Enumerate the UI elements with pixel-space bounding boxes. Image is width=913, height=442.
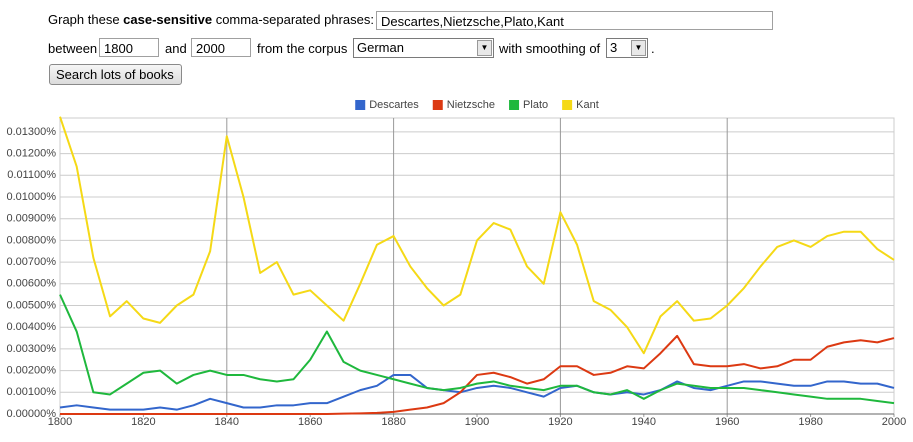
period: . [651, 41, 655, 56]
x-tick-label: 1860 [298, 416, 322, 428]
x-tick-label: 1920 [548, 416, 572, 428]
legend-label: Kant [576, 99, 599, 111]
dropdown-arrow: ▼ [631, 40, 646, 56]
legend-swatch [432, 100, 443, 110]
smoothing-select[interactable]: 3 ▼ [606, 38, 648, 58]
dropdown-arrow: ▼ [477, 40, 492, 56]
x-tick-label: 1960 [715, 416, 739, 428]
x-tick-label: 1840 [215, 416, 239, 428]
y-tick-label: 0.01100% [7, 169, 56, 181]
label-bold: case-sensitive [123, 12, 213, 27]
x-tick-label: 1940 [632, 416, 656, 428]
legend-swatch [509, 100, 520, 110]
y-tick-label: 0.01300% [6, 126, 56, 138]
smoothing-label: with smoothing of [499, 41, 601, 56]
label-text: comma-separated phrases: [215, 12, 374, 27]
y-tick-label: 0.00700% [6, 256, 56, 268]
legend-label: Nietzsche [447, 99, 495, 111]
legend-label: Descartes [369, 99, 419, 111]
y-tick-label: 0.00500% [6, 299, 56, 311]
y-tick-label: 0.00000% [6, 408, 56, 420]
x-tick-label: 1820 [131, 416, 155, 428]
and-label: and [165, 41, 187, 56]
x-tick-label: 1980 [798, 416, 822, 428]
plot-area [59, 117, 895, 415]
phrase-label: Graph these case-sensitive comma-separat… [48, 12, 374, 27]
y-tick-label: 0.00100% [6, 386, 56, 398]
end-year-input[interactable]: 2000 [191, 38, 251, 57]
line-series [59, 116, 895, 355]
phrase-input[interactable]: Descartes,Nietzsche,Plato,Kant [376, 11, 773, 30]
y-tick-label: 0.01200% [6, 147, 56, 159]
legend-label: Plato [523, 99, 548, 111]
start-year-input[interactable]: 1800 [99, 38, 159, 57]
y-tick-label: 0.00600% [6, 278, 56, 290]
smoothing-value: 3 [610, 40, 618, 55]
corpus-label: from the corpus [257, 41, 348, 56]
line-series [60, 334, 895, 415]
y-tick-label: 0.00900% [6, 213, 56, 225]
x-tick-label: 1880 [381, 416, 405, 428]
y-tick-label: 0.00300% [6, 343, 56, 355]
corpus-value: German [357, 40, 404, 55]
legend-swatch [562, 100, 573, 110]
x-tick-label: 2000 [882, 416, 906, 428]
legend-swatch [355, 100, 366, 110]
y-tick-label: 0.01000% [6, 191, 56, 203]
line-series [59, 373, 895, 411]
y-tick-label: 0.00800% [6, 234, 56, 246]
x-tick-label: 1900 [465, 416, 489, 428]
y-tick-label: 0.00200% [6, 365, 56, 377]
label-text: Graph these [48, 12, 120, 27]
corpus-select[interactable]: German ▼ [353, 38, 494, 58]
y-tick-label: 0.00400% [6, 321, 56, 333]
x-tick-label: 1800 [48, 416, 72, 428]
line-series [59, 294, 895, 405]
search-button[interactable]: Search lots of books [49, 64, 182, 85]
between-label: between [48, 41, 98, 56]
